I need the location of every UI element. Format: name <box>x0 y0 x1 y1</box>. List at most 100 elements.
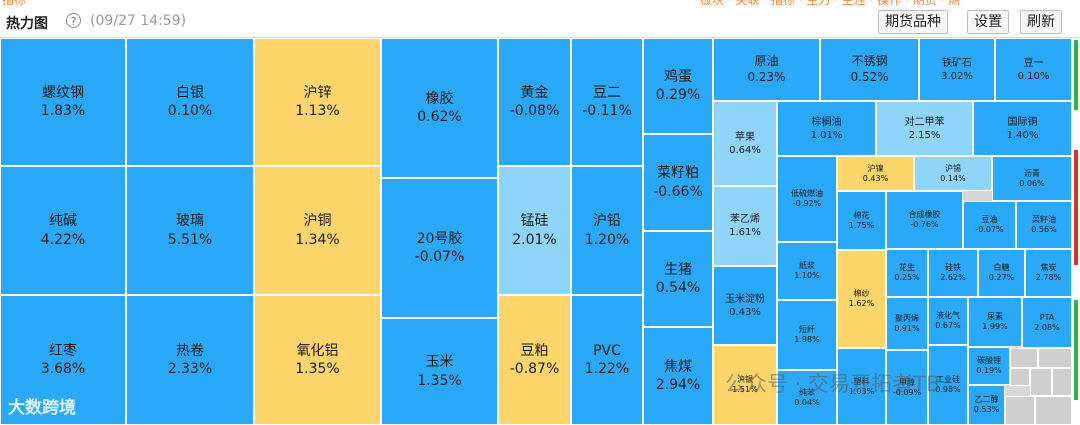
help-icon[interactable]: ? <box>66 13 81 28</box>
tile-change: 2.01% <box>512 231 557 248</box>
tile-change: 2.08% <box>1034 322 1060 332</box>
settings-button[interactable]: 设置 <box>967 10 1009 34</box>
tile-change: 2.15% <box>908 129 941 141</box>
tile-硅铁[interactable]: 硅铁 2.62% <box>928 249 978 297</box>
tile-change: 1.01% <box>810 129 843 141</box>
tile-锰硅[interactable]: 锰硅 2.01% <box>498 166 571 295</box>
tile-玉米[interactable]: 玉米 1.35% <box>381 318 498 425</box>
tile-change: 0.54% <box>655 280 701 296</box>
tile-塑料[interactable]: 塑料 1.03% <box>837 348 886 425</box>
tile-碳酸锂[interactable]: 碳酸锂 0.19% <box>968 347 1010 385</box>
side-rail-red <box>1074 150 1078 265</box>
tile-豆一[interactable]: 豆一 0.10% <box>995 38 1072 101</box>
tile-change: 1.35% <box>295 361 340 377</box>
tile-苯乙烯[interactable]: 苯乙烯 1.61% <box>713 186 777 266</box>
tile-苹果[interactable]: 苹果 0.64% <box>713 101 777 186</box>
tile-玻璃[interactable]: 玻璃 5.51% <box>126 166 254 295</box>
refresh-button[interactable]: 刷新 <box>1020 10 1062 34</box>
tile-国际铜[interactable]: 国际铜 1.40% <box>973 101 1072 156</box>
tile-热卷[interactable]: 热卷 2.33% <box>126 295 254 425</box>
tile-焦煤[interactable]: 焦煤 2.94% <box>643 327 713 425</box>
tile-name: 沪铜 <box>303 213 332 230</box>
tile-不锈钢[interactable]: 不锈钢 0.52% <box>820 38 919 101</box>
tile-豆二[interactable]: 豆二 -0.11% <box>571 38 643 166</box>
tile-name: 工业硅 <box>936 375 960 384</box>
tile-PTA[interactable]: PTA 2.08% <box>1022 297 1072 348</box>
tile-工业硅[interactable]: 工业硅 0.98% <box>928 345 968 425</box>
tile-鸡蛋[interactable]: 鸡蛋 0.29% <box>643 38 713 134</box>
tile-乙二醇[interactable]: 乙二醇 0.53% <box>968 385 1005 425</box>
tile-纯苯[interactable]: 纯苯 0.04% <box>777 370 837 425</box>
tile-对二甲苯[interactable]: 对二甲苯 2.15% <box>876 101 973 156</box>
tile-change: 2.78% <box>1035 273 1062 282</box>
tile-name: 焦炭 <box>1040 263 1057 272</box>
tile-焦炭[interactable]: 焦炭 2.78% <box>1025 249 1072 297</box>
tile-change: 1.10% <box>794 271 820 280</box>
tile-玉米淀粉[interactable]: 玉米淀粉 0.43% <box>713 266 777 345</box>
tile-change: -0.07% <box>975 225 1004 234</box>
tile-棉花[interactable]: 棉花 1.75% <box>837 191 886 250</box>
tile-豆油[interactable]: 豆油 -0.07% <box>963 201 1016 249</box>
tile-棉纱[interactable]: 棉纱 1.62% <box>837 250 886 348</box>
tile-棕榈油[interactable]: 棕榈油 1.01% <box>777 101 876 156</box>
watermark-left: 大数跨境 <box>8 398 76 418</box>
page-title: 热力图 <box>6 16 48 32</box>
tile-change: 2.62% <box>940 273 966 282</box>
tile-纯碱[interactable]: 纯碱 4.22% <box>0 166 126 295</box>
tile-黄金[interactable]: 黄金 -0.08% <box>498 38 571 166</box>
tile-豆粕[interactable]: 豆粕 -0.87% <box>498 295 571 425</box>
tile-name: 甲醇 <box>899 377 915 387</box>
tile-change: 2.33% <box>167 361 213 377</box>
tile-change: 0.10% <box>1017 70 1050 82</box>
tile-低硫燃油[interactable]: 低硫燃油 -0.92% <box>777 156 837 242</box>
tile-name: 铁矿石 <box>942 57 972 69</box>
tile-铁矿石[interactable]: 铁矿石 3.02% <box>919 38 995 101</box>
tile-change: 2.94% <box>655 377 701 393</box>
tile-白糖[interactable]: 白糖 0.27% <box>978 249 1025 297</box>
tile-氧化铝[interactable]: 氧化铝 1.35% <box>254 295 381 425</box>
tile-合成橡胶[interactable]: 合成橡胶 -0.76% <box>886 191 963 249</box>
tile-change: -0.08% <box>509 103 560 119</box>
tile-沪银[interactable]: 沪银 1.51% <box>713 345 777 425</box>
tile-name: 豆粕 <box>520 342 549 359</box>
tile-20号胶[interactable]: 20号胶 -0.07% <box>381 178 498 318</box>
tile-橡胶[interactable]: 橡胶 0.62% <box>381 38 498 178</box>
tile-name: 花生 <box>899 263 915 272</box>
tile-沪锡[interactable]: 沪锡 0.14% <box>914 156 992 191</box>
tile-name: 纯碱 <box>49 213 77 230</box>
tile-沥青[interactable]: 沥青 0.06% <box>992 156 1072 201</box>
tile-原油[interactable]: 原油 0.23% <box>713 38 820 101</box>
tile-name: 玉米 <box>425 354 454 371</box>
tile-生猪[interactable]: 生猪 0.54% <box>643 231 713 327</box>
tile-name: 生猪 <box>664 261 692 278</box>
tile-尿素[interactable]: 尿素 1.99% <box>968 297 1022 347</box>
tile-change: 1.13% <box>295 103 340 119</box>
tile-name: 棉纱 <box>853 289 870 298</box>
tile-纸浆[interactable]: 纸浆 1.10% <box>777 242 837 300</box>
tile-name: 菜籽油 <box>1032 215 1056 224</box>
tile-change: 1.20% <box>584 231 630 248</box>
tile-沪铜[interactable]: 沪铜 1.34% <box>254 166 381 295</box>
tile-红枣[interactable]: 红枣 3.68% <box>0 295 126 425</box>
tile-change: 4.22% <box>40 231 86 248</box>
futures-variety-button[interactable]: 期货品种 <box>878 10 948 34</box>
tile-name: 低硫燃油 <box>791 189 823 198</box>
tile-change: 0.27% <box>988 273 1015 282</box>
watermark-right: 公众号 · 交易开拓者TB <box>725 372 941 396</box>
tile-PVC[interactable]: PVC 1.22% <box>571 295 643 425</box>
tile-短纤[interactable]: 短纤 1.98% <box>777 300 837 370</box>
tile-聚丙烯[interactable]: 聚丙烯 0.91% <box>886 297 928 350</box>
tile-螺纹钢[interactable]: 螺纹钢 1.83% <box>0 38 126 166</box>
tile-白银[interactable]: 白银 0.10% <box>126 38 254 166</box>
tile-沪镍[interactable]: 沪镍 0.43% <box>837 156 914 191</box>
tile-花生[interactable]: 花生 0.25% <box>886 249 928 297</box>
tile-change: 1.98% <box>794 335 820 344</box>
tile-沪铅[interactable]: 沪铅 1.20% <box>571 166 643 295</box>
tile-name: 红枣 <box>49 342 77 359</box>
tile-change: -0.92% <box>792 199 822 208</box>
tile-菜籽粕[interactable]: 菜籽粕 -0.66% <box>643 134 713 231</box>
tile-沪锌[interactable]: 沪锌 1.13% <box>254 38 381 166</box>
tile-液化气[interactable]: 液化气 0.67% <box>928 297 968 345</box>
tile-name: 玉米淀粉 <box>725 293 765 305</box>
tile-菜籽油[interactable]: 菜籽油 0.56% <box>1016 201 1072 249</box>
